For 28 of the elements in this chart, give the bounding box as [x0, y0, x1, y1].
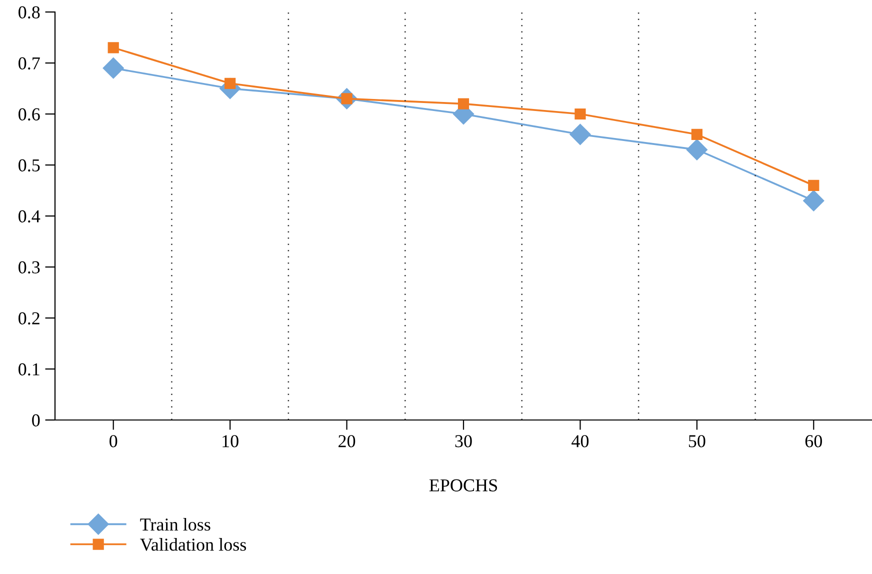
- y-tick-label: 0.2: [18, 312, 40, 325]
- y-tick-label: 0: [32, 414, 40, 426]
- point: [108, 42, 119, 54]
- x-axis-title: EPOCHS: [429, 479, 497, 492]
- y-tick-label: 0.7: [18, 57, 40, 70]
- y-tick-label: 0.3: [18, 261, 40, 274]
- x-tick-label: 50: [688, 435, 706, 448]
- legend-label: Validation loss: [140, 538, 246, 551]
- y-tick-label: 0.6: [18, 108, 40, 121]
- x-tick-label: 10: [222, 435, 238, 448]
- point: [808, 180, 820, 191]
- y-tick-label: 0.1: [18, 363, 40, 376]
- point: [458, 98, 470, 110]
- x-tick-label: 30: [455, 435, 472, 448]
- point: [691, 128, 702, 140]
- x-tick-label: 60: [805, 435, 822, 448]
- x-tick-label: 20: [338, 435, 356, 448]
- y-tick-label: 0.5: [18, 159, 40, 172]
- point: [102, 58, 124, 79]
- point: [803, 190, 824, 212]
- point: [686, 139, 708, 160]
- x-tick-label: 0: [110, 435, 118, 448]
- y-tick-label: 0.8: [18, 6, 40, 19]
- point: [570, 124, 591, 145]
- x-tick-label: 40: [572, 435, 589, 448]
- point: [574, 108, 586, 120]
- y-tick-label: 0.4: [18, 210, 40, 223]
- legend-label: Train loss: [140, 518, 210, 531]
